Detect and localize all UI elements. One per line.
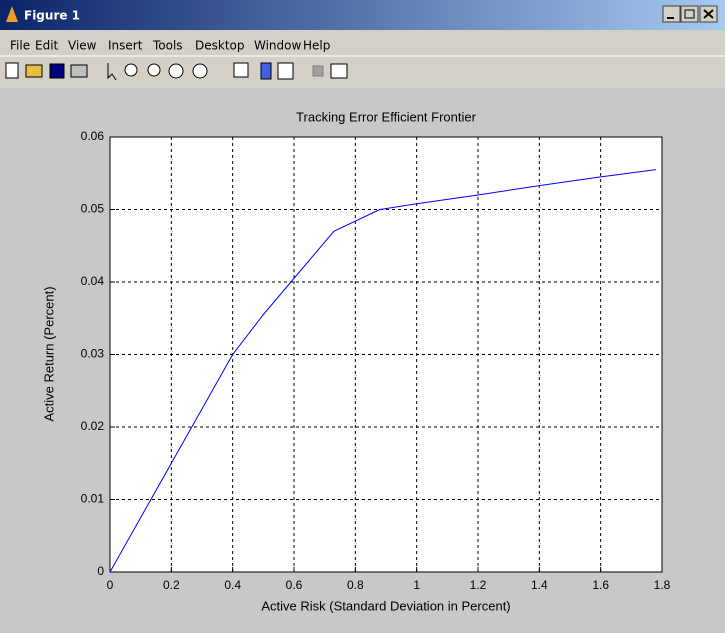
menu-item[interactable]: Window — [254, 39, 302, 53]
x-tick-label: 1.8 — [654, 578, 671, 592]
new-button[interactable] — [5, 62, 19, 79]
y-tick-label: 0.05 — [81, 202, 105, 216]
minimize-button[interactable] — [662, 5, 681, 23]
y-tick-label: 0.01 — [81, 492, 105, 506]
legend-button[interactable] — [277, 62, 294, 80]
menu-item[interactable]: Help — [303, 39, 330, 53]
menu-item[interactable]: File — [10, 39, 30, 53]
zoom-in-button[interactable] — [124, 63, 138, 77]
zoom-out-button[interactable] — [147, 63, 161, 77]
datacursor-button[interactable] — [233, 62, 249, 78]
x-tick-label: 1.6 — [592, 578, 609, 592]
x-tick-label: 0.2 — [163, 578, 180, 592]
x-tick-label: 0.6 — [286, 578, 303, 592]
icon — [703, 9, 714, 19]
pan-button[interactable] — [168, 63, 184, 79]
title-bar — [0, 0, 725, 30]
colorbar-button[interactable] — [260, 62, 272, 80]
window-buttons[interactable] — [662, 5, 718, 23]
y-tick-label: 0.03 — [81, 347, 105, 361]
y-axis-label: Active Return (Percent) — [41, 286, 56, 421]
x-tick-label: 0.8 — [347, 578, 364, 592]
x-tick-label: 1.4 — [531, 578, 548, 592]
y-tick-label: 0.04 — [81, 274, 105, 288]
menu-bar: File Edit View Insert Tools Desktop Window Help — [10, 39, 330, 53]
menu-item[interactable]: Tools — [152, 39, 183, 53]
y-tick-label: 0 — [97, 564, 104, 578]
app-icon — [6, 6, 18, 22]
maximize-button[interactable] — [680, 5, 699, 23]
x-tick-label: 0.4 — [224, 578, 241, 592]
y-tick-label: 0.06 — [81, 129, 105, 143]
axes-box — [109, 136, 663, 573]
menu-item[interactable]: Edit — [35, 39, 59, 53]
toolbar — [5, 62, 348, 81]
window-title: Figure 1 — [24, 9, 80, 23]
print-button[interactable] — [70, 64, 88, 78]
arrow-button[interactable] — [107, 63, 117, 81]
save-button[interactable] — [49, 63, 65, 79]
menu-item[interactable]: View — [68, 39, 97, 53]
open-button[interactable] — [25, 64, 43, 78]
x-tick-label: 1 — [413, 578, 420, 592]
show-tools-button[interactable] — [330, 63, 348, 79]
menu-item[interactable]: Insert — [108, 39, 143, 53]
x-tick-label: 1.2 — [470, 578, 487, 592]
rotate-button[interactable] — [192, 63, 208, 79]
hide-tools-button[interactable] — [312, 65, 324, 77]
data-line — [109, 169, 656, 573]
icon — [684, 9, 695, 19]
chart-title: Tracking Error Efficient Frontier — [296, 109, 477, 124]
x-tick-label: 0 — [107, 578, 114, 592]
y-tick-label: 0.02 — [81, 419, 105, 433]
x-axis-label: Active Risk (Standard Deviation in Perce… — [261, 598, 510, 613]
menu-item[interactable]: Desktop — [195, 39, 245, 53]
